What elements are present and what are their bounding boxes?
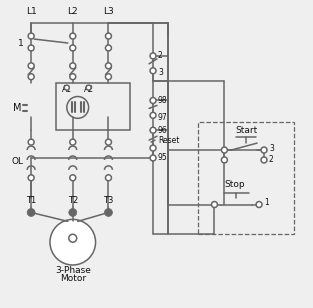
Circle shape [150, 68, 156, 74]
Text: T2: T2 [68, 196, 78, 205]
Circle shape [70, 139, 76, 145]
Circle shape [221, 147, 227, 153]
Circle shape [86, 85, 91, 90]
Text: A2: A2 [84, 85, 94, 94]
Text: 2: 2 [158, 51, 163, 60]
Circle shape [150, 155, 156, 161]
Bar [56, 83, 130, 130]
Text: Motor: Motor [60, 274, 86, 283]
Circle shape [28, 139, 34, 145]
Circle shape [221, 157, 227, 163]
Circle shape [70, 33, 76, 39]
Circle shape [105, 175, 111, 181]
Circle shape [212, 201, 218, 208]
Circle shape [28, 175, 34, 181]
Circle shape [70, 63, 76, 69]
Circle shape [28, 63, 34, 69]
Text: A1: A1 [62, 85, 72, 94]
Circle shape [64, 85, 69, 90]
Circle shape [105, 33, 111, 39]
Text: 98: 98 [158, 96, 167, 105]
Text: 97: 97 [158, 113, 168, 122]
Text: T1: T1 [26, 196, 36, 205]
Text: T3: T3 [103, 196, 114, 205]
Circle shape [27, 209, 35, 217]
Text: 3: 3 [158, 68, 163, 77]
Text: L3: L3 [103, 7, 114, 16]
Text: Stop: Stop [224, 180, 244, 189]
Circle shape [105, 74, 111, 80]
Circle shape [261, 147, 267, 153]
Text: 3-Phase: 3-Phase [55, 266, 91, 275]
Circle shape [105, 63, 111, 69]
Circle shape [150, 98, 156, 103]
Text: 1: 1 [18, 38, 24, 47]
Text: 1: 1 [264, 198, 269, 207]
Text: L2: L2 [67, 7, 78, 16]
Text: M: M [13, 103, 22, 113]
Circle shape [50, 219, 95, 265]
Circle shape [70, 74, 76, 80]
Text: L1: L1 [26, 7, 37, 16]
Text: 2: 2 [269, 156, 274, 164]
Circle shape [28, 45, 34, 51]
Circle shape [150, 53, 156, 59]
Circle shape [150, 145, 156, 151]
Circle shape [105, 139, 111, 145]
Circle shape [105, 209, 112, 217]
Bar [198, 122, 294, 234]
Circle shape [28, 74, 34, 80]
Circle shape [150, 127, 156, 133]
Circle shape [105, 45, 111, 51]
Text: 96: 96 [158, 126, 168, 135]
Text: 95: 95 [158, 153, 168, 162]
Circle shape [70, 175, 76, 181]
Circle shape [261, 157, 267, 163]
Circle shape [256, 201, 262, 208]
Text: OL: OL [11, 157, 23, 166]
Circle shape [69, 209, 77, 217]
Text: 3: 3 [269, 144, 274, 152]
Circle shape [150, 112, 156, 118]
Text: Start: Start [235, 126, 257, 135]
Circle shape [28, 33, 34, 39]
Circle shape [70, 45, 76, 51]
Text: Reset: Reset [158, 136, 179, 145]
